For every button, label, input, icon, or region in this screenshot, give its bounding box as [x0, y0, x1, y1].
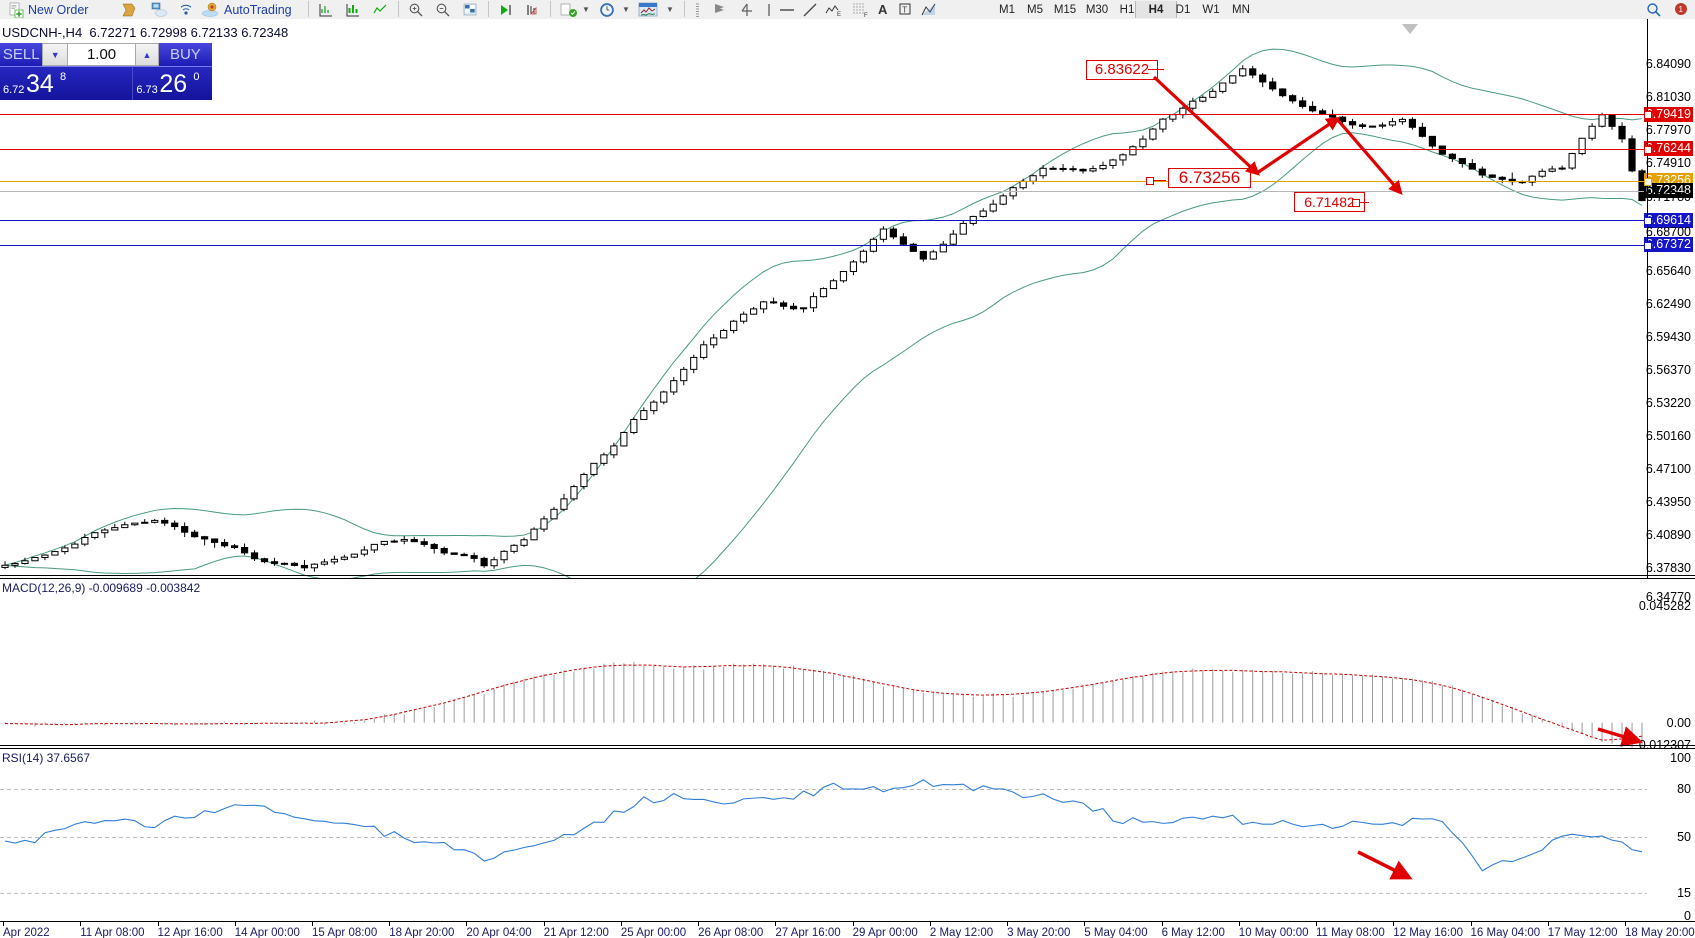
svg-text:1: 1 — [1679, 5, 1684, 14]
svg-text:E: E — [837, 12, 841, 18]
svg-text:T: T — [902, 5, 907, 14]
svg-text:F: F — [864, 13, 868, 18]
